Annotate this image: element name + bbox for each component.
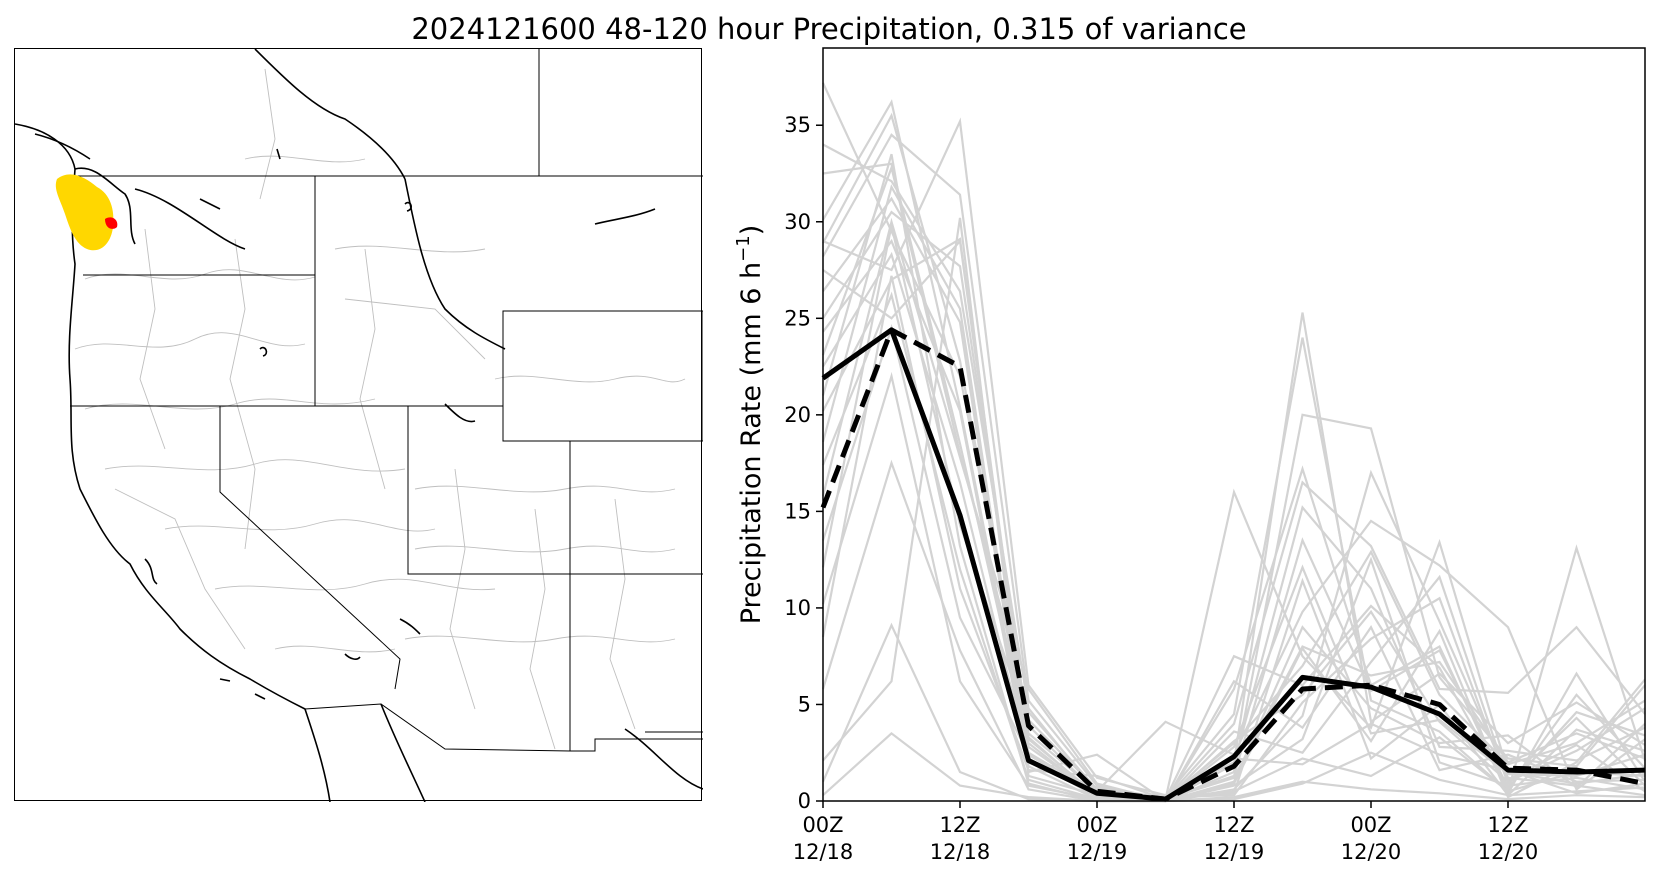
y-tick-label: 10 xyxy=(784,596,811,620)
ensemble-member-line-13 xyxy=(822,237,1646,799)
ensemble-member-line-19 xyxy=(821,371,1646,803)
ensemble-member-line-22 xyxy=(822,217,1646,803)
highlight-basin-yellow xyxy=(55,174,114,251)
x-tick-label: 12/19 xyxy=(1067,840,1128,864)
ensemble-member-line-17 xyxy=(821,323,1646,803)
y-tick-label: 30 xyxy=(784,210,811,234)
ensemble-member-line-6 xyxy=(822,238,1647,799)
ensemble-member-line-3 xyxy=(822,99,1646,803)
ensemble-member-line-23 xyxy=(822,731,1646,803)
ensemble-member-line-24 xyxy=(821,622,1646,803)
ensemble-member-line-25 xyxy=(822,143,1646,803)
ensemble-member-line-26 xyxy=(822,112,1646,801)
y-axis-label-sup: −1 xyxy=(733,235,754,262)
state-boundaries xyxy=(70,49,703,752)
highlight-basin-red xyxy=(105,217,118,229)
ensemble-member-line-4 xyxy=(822,117,1646,797)
ensemble-member-line-14 xyxy=(821,184,1646,803)
series-lines xyxy=(820,327,1646,802)
y-tick-label: 20 xyxy=(784,403,811,427)
x-tick-label: 00Z xyxy=(802,813,843,837)
y-tick-label: 35 xyxy=(784,113,811,137)
x-tick-label: 00Z xyxy=(1076,813,1117,837)
x-tick-label: 12/20 xyxy=(1341,840,1402,864)
ensemble-member-line-20 xyxy=(821,275,1646,801)
x-axis-ticks: 00Z 12/18 12Z 12/18 00Z 12/19 12Z 12/19 00Z 12/20… xyxy=(793,801,1539,864)
ensemble-member-line-15 xyxy=(821,291,1646,801)
x-tick-label: 00Z xyxy=(1350,813,1391,837)
basin-boundaries xyxy=(74,68,686,750)
dashed-series-line xyxy=(820,327,1646,802)
y-axis-label-main: Precipitation Rate (mm 6 h xyxy=(736,262,767,624)
ensemble-lines xyxy=(821,82,1647,803)
solid-series-line xyxy=(821,327,1646,802)
ensemble-member-line-9 xyxy=(822,238,1646,803)
lakes xyxy=(144,148,656,700)
western-us-map xyxy=(15,49,703,802)
y-tick-label: 0 xyxy=(798,789,811,813)
y-tick-label: 25 xyxy=(784,306,811,330)
y-axis-ticks: 0 5 10 15 20 25 30 35 xyxy=(784,113,823,813)
x-tick-label: 12Z xyxy=(1487,813,1528,837)
x-tick-label: 12/18 xyxy=(793,840,854,864)
x-tick-label: 12Z xyxy=(939,813,980,837)
y-axis-label: Precipitation Rate (mm 6 h−1) xyxy=(733,225,767,625)
y-tick-label: 5 xyxy=(798,692,811,716)
map-panel xyxy=(14,48,703,802)
ensemble-member-line-1 xyxy=(822,82,1646,801)
x-tick-label: 12/18 xyxy=(930,840,991,864)
y-axis-label-close: ) xyxy=(736,225,767,236)
y-tick-label: 15 xyxy=(784,499,811,523)
highlight-region xyxy=(55,174,118,251)
x-tick-label: 12/19 xyxy=(1204,840,1265,864)
figure-title: 2024121600 48-120 hour Precipitation, 0.… xyxy=(411,12,1247,46)
x-tick-label: 12Z xyxy=(1213,813,1254,837)
x-tick-label: 12/20 xyxy=(1478,840,1539,864)
